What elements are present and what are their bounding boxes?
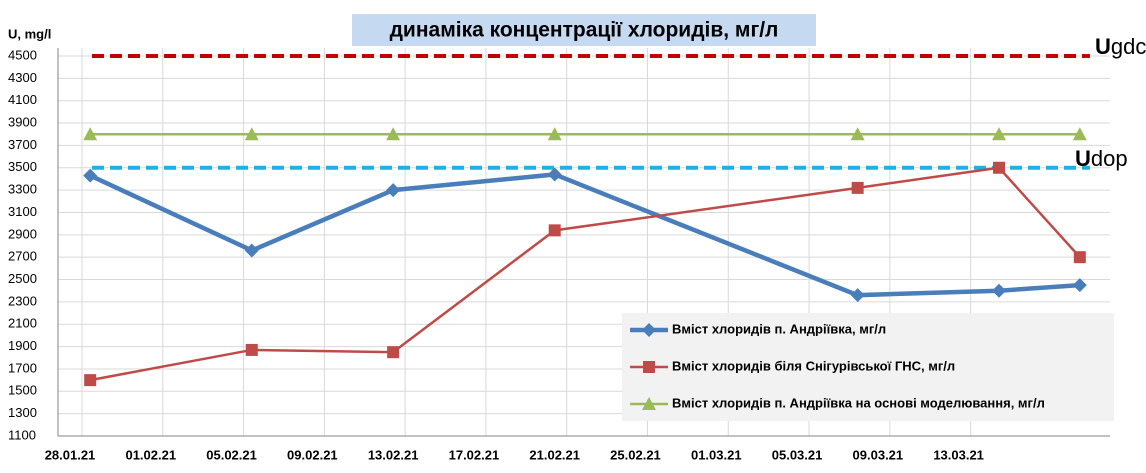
marker [84,374,97,387]
marker [1072,278,1087,293]
legend-label: Вміст хлоридів п. Андріївка, мг/л [672,321,886,336]
x-tick-label: 13.03.21 [933,447,984,462]
y-tick-label: 3500 [8,159,37,174]
marker [642,323,656,337]
marker [851,181,864,194]
y-tick-label: 1700 [8,360,37,375]
x-tick-label: 09.02.21 [287,447,338,462]
x-tick-label: 01.02.21 [125,447,176,462]
y-tick-label: 1900 [8,338,37,353]
y-tick-label: 1500 [8,383,37,398]
y-axis-label: U, mg/l [8,26,51,41]
marker [386,183,401,198]
marker [992,127,1007,141]
chart-title: динаміка концентрації хлоридів, мг/л [390,19,779,42]
marker [245,343,258,356]
y-tick-label: 2700 [8,249,37,264]
legend: Вміст хлоридів п. Андріївка, мг/л Вміст х… [622,313,1114,421]
y-tick-label: 3100 [8,204,37,219]
y-tick-label: 3300 [8,182,37,197]
marker [244,243,259,258]
marker [993,161,1006,174]
marker [547,127,562,141]
marker [992,283,1007,298]
y-tick-label: 2100 [8,316,37,331]
marker [83,127,98,141]
x-tick-label: 01.03.21 [691,447,742,462]
x-tick-label: 21.02.21 [529,447,580,462]
x-tick-label: 17.02.21 [449,447,500,462]
marker [850,288,865,303]
marker [386,127,401,141]
y-tick-label: 3900 [8,114,37,129]
y-tick-label: 2900 [8,226,37,241]
x-tick-label: 13.02.21 [368,447,419,462]
marker [1073,251,1086,264]
marker [244,127,259,141]
legend-bg [622,313,1114,421]
x-tick-label: 09.03.21 [853,447,904,462]
y-tick-label: 3700 [8,137,37,152]
x-tick-label: 25.02.21 [610,447,661,462]
legend-label: Вміст хлоридів п. Андріївка на основі мо… [672,395,1045,410]
marker [387,346,400,359]
y-tick-label: 2500 [8,271,37,286]
marker [1072,127,1087,141]
reference-label: Ugdc [1095,34,1146,59]
legend-label: Вміст хлоридів біля Снігурівської ГНС, м… [672,358,955,373]
y-tick-label: 4500 [8,47,37,62]
marker [83,168,98,183]
y-tick-label: 1100 [8,427,36,442]
marker [850,127,865,141]
y-tick-label: 4300 [8,70,37,85]
marker [548,224,561,237]
marker [643,361,655,373]
y-tick-label: 4100 [8,92,37,107]
y-tick-label: 2300 [8,293,37,308]
reference-label: Udop [1075,145,1128,171]
marker [642,397,656,410]
y-tick-label: 1300 [8,405,37,420]
marker [547,167,562,182]
x-tick-label: 05.02.21 [206,447,257,462]
title-bg [352,14,816,46]
x-tick-label: 28.01.21 [45,447,96,462]
x-tick-label: 05.03.21 [772,447,823,462]
